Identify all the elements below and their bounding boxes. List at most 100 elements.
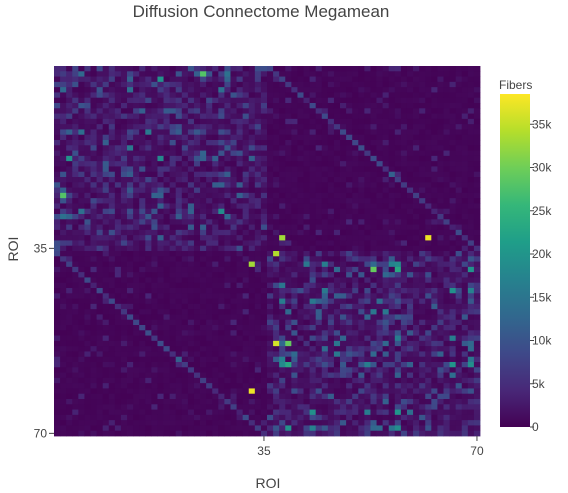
heatmap-cell[interactable]: [406, 140, 414, 146]
heatmap-cell[interactable]: [376, 235, 384, 241]
heatmap-cell[interactable]: [443, 166, 450, 173]
heatmap-cell[interactable]: [102, 409, 110, 416]
heatmap-cell[interactable]: [60, 414, 67, 421]
heatmap-cell[interactable]: [145, 414, 152, 421]
heatmap-cell[interactable]: [127, 340, 134, 347]
heatmap-cell[interactable]: [145, 430, 152, 437]
heatmap-cell[interactable]: [370, 266, 377, 273]
heatmap-cell[interactable]: [157, 425, 164, 432]
heatmap-cell[interactable]: [273, 140, 280, 146]
heatmap-cell[interactable]: [90, 420, 97, 426]
heatmap-cell[interactable]: [279, 103, 286, 109]
heatmap-cell[interactable]: [236, 261, 244, 268]
heatmap-cell[interactable]: [169, 319, 177, 326]
heatmap-cell[interactable]: [224, 108, 231, 114]
heatmap-cell[interactable]: [413, 240, 420, 247]
heatmap-cell[interactable]: [437, 404, 444, 410]
heatmap-cell[interactable]: [230, 335, 237, 342]
heatmap-cell[interactable]: [66, 235, 73, 241]
heatmap-cell[interactable]: [297, 81, 304, 88]
heatmap-cell[interactable]: [96, 330, 104, 336]
heatmap-cell[interactable]: [193, 177, 201, 183]
heatmap-cell[interactable]: [181, 319, 189, 326]
heatmap-cell[interactable]: [139, 177, 146, 183]
heatmap-cell[interactable]: [78, 71, 85, 77]
heatmap-cell[interactable]: [72, 414, 79, 421]
heatmap-cell[interactable]: [388, 235, 396, 241]
heatmap-cell[interactable]: [285, 404, 292, 410]
heatmap-cell[interactable]: [309, 319, 317, 326]
heatmap-cell[interactable]: [108, 383, 116, 389]
heatmap-cell[interactable]: [127, 81, 134, 88]
heatmap-cell[interactable]: [400, 346, 408, 352]
heatmap-cell[interactable]: [127, 219, 134, 225]
heatmap-cell[interactable]: [248, 155, 256, 162]
heatmap-cell[interactable]: [297, 277, 304, 284]
heatmap-cell[interactable]: [346, 92, 353, 99]
heatmap-cell[interactable]: [193, 97, 201, 104]
heatmap-cell[interactable]: [218, 108, 225, 114]
heatmap-cell[interactable]: [370, 171, 377, 178]
heatmap-cell[interactable]: [467, 71, 475, 77]
heatmap-cell[interactable]: [315, 399, 323, 405]
heatmap-cell[interactable]: [90, 319, 97, 326]
heatmap-cell[interactable]: [78, 103, 85, 109]
heatmap-cell[interactable]: [108, 71, 116, 77]
heatmap-cell[interactable]: [139, 71, 146, 77]
heatmap-cell[interactable]: [66, 108, 73, 114]
heatmap-cell[interactable]: [72, 124, 79, 130]
heatmap-cell[interactable]: [364, 198, 371, 204]
heatmap-cell[interactable]: [358, 103, 365, 109]
heatmap-cell[interactable]: [449, 272, 457, 278]
heatmap-cell[interactable]: [127, 145, 134, 151]
heatmap-cell[interactable]: [406, 245, 414, 252]
heatmap-cell[interactable]: [346, 314, 353, 321]
heatmap-cell[interactable]: [139, 140, 146, 146]
heatmap-cell[interactable]: [90, 414, 97, 421]
heatmap-cell[interactable]: [291, 330, 298, 336]
heatmap-cell[interactable]: [461, 335, 469, 342]
heatmap-cell[interactable]: [145, 129, 152, 136]
heatmap-cell[interactable]: [102, 272, 110, 278]
heatmap-cell[interactable]: [279, 97, 286, 104]
heatmap-cell[interactable]: [352, 203, 359, 210]
heatmap-cell[interactable]: [139, 282, 146, 289]
heatmap-cell[interactable]: [267, 71, 274, 77]
heatmap-cell[interactable]: [157, 351, 164, 358]
heatmap-cell[interactable]: [333, 71, 341, 77]
heatmap-cell[interactable]: [163, 177, 171, 183]
heatmap-cell[interactable]: [145, 118, 152, 125]
heatmap-cell[interactable]: [437, 145, 444, 151]
heatmap-cell[interactable]: [394, 71, 402, 77]
heatmap-cell[interactable]: [388, 319, 396, 326]
heatmap-cell[interactable]: [364, 372, 371, 379]
heatmap-cell[interactable]: [340, 81, 347, 88]
heatmap-cell[interactable]: [218, 182, 225, 188]
heatmap-cell[interactable]: [66, 414, 73, 421]
heatmap-cell[interactable]: [260, 177, 268, 183]
heatmap-cell[interactable]: [291, 192, 298, 199]
heatmap-cell[interactable]: [297, 330, 304, 336]
heatmap-cell[interactable]: [413, 251, 420, 257]
heatmap-cell[interactable]: [181, 224, 189, 231]
heatmap-cell[interactable]: [364, 277, 371, 284]
heatmap-cell[interactable]: [303, 367, 310, 373]
heatmap-cell[interactable]: [163, 214, 171, 220]
heatmap-cell[interactable]: [145, 377, 152, 384]
heatmap-cell[interactable]: [431, 150, 438, 157]
heatmap-cell[interactable]: [376, 404, 384, 410]
heatmap-cell[interactable]: [413, 208, 420, 215]
heatmap-cell[interactable]: [431, 214, 438, 220]
heatmap-cell[interactable]: [60, 229, 67, 236]
heatmap-cell[interactable]: [114, 71, 122, 77]
heatmap-cell[interactable]: [321, 377, 329, 384]
heatmap-cell[interactable]: [297, 340, 304, 347]
heatmap-cell[interactable]: [151, 224, 158, 231]
heatmap-cell[interactable]: [218, 420, 225, 426]
heatmap-cell[interactable]: [327, 81, 335, 88]
heatmap-cell[interactable]: [431, 383, 438, 389]
heatmap-cell[interactable]: [133, 129, 140, 136]
heatmap-cell[interactable]: [200, 177, 207, 183]
heatmap-cell[interactable]: [236, 282, 244, 289]
heatmap-cell[interactable]: [96, 81, 104, 88]
